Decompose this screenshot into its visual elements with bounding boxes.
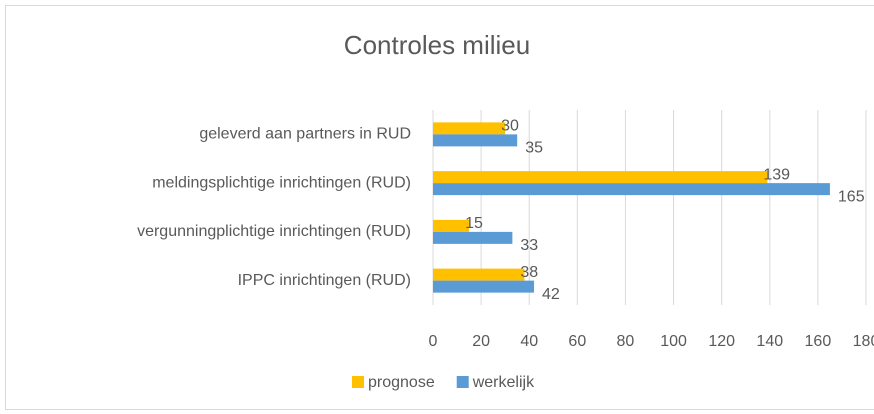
- legend-swatch: [456, 376, 469, 388]
- bar: [433, 122, 506, 135]
- legend-label: prognose: [368, 374, 435, 391]
- category-label: vergunningplichtige inrichtingen (RUD): [137, 223, 411, 240]
- x-tick-label: 140: [756, 333, 783, 350]
- data-label: 30: [501, 118, 519, 135]
- category-label: meldingsplichtige inrichtingen (RUD): [152, 174, 411, 191]
- chart-border: [5, 5, 874, 410]
- data-label: 42: [542, 286, 560, 303]
- x-tick-label: 40: [520, 333, 538, 350]
- x-tick-label: 160: [805, 333, 832, 350]
- bar: [433, 231, 513, 244]
- x-tick-label: 100: [660, 333, 687, 350]
- x-tick-label: 180: [853, 333, 874, 350]
- category-label: IPPC inrichtingen (RUD): [238, 272, 411, 289]
- x-tick-label: 120: [708, 333, 735, 350]
- chart-title: Controles milieu: [344, 30, 530, 60]
- bar: [433, 134, 518, 147]
- data-label: 15: [465, 215, 483, 232]
- x-tick-label: 80: [617, 333, 635, 350]
- data-label: 35: [525, 140, 543, 157]
- bar: [433, 280, 535, 293]
- data-label: 165: [838, 188, 865, 205]
- bar: [433, 268, 525, 281]
- category-label: geleverd aan partners in RUD: [199, 126, 411, 143]
- x-tick-label: 20: [472, 333, 490, 350]
- legend-label: werkelijk: [472, 374, 535, 391]
- x-tick-label: 0: [429, 333, 438, 350]
- data-label: 33: [520, 237, 538, 254]
- bar: [433, 171, 768, 184]
- x-tick-label: 60: [568, 333, 586, 350]
- data-label: 139: [763, 166, 790, 183]
- data-label: 38: [520, 264, 538, 281]
- bar: [433, 219, 470, 232]
- bar: [433, 183, 830, 196]
- legend-swatch: [352, 376, 364, 388]
